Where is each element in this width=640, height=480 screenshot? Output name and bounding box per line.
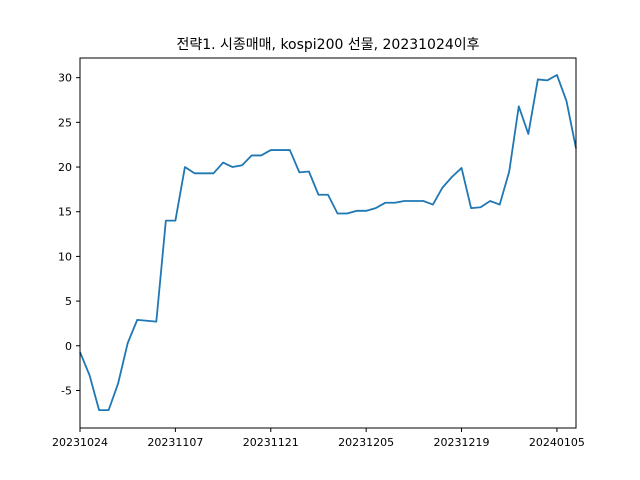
y-tick-label: 0 bbox=[65, 340, 72, 353]
chart-title: 전략1. 시종매매, kospi200 선물, 20231024이후 bbox=[176, 37, 479, 53]
x-tick-label: 20231219 bbox=[434, 436, 490, 449]
y-tick-label: 10 bbox=[58, 250, 72, 263]
y-tick-label: 5 bbox=[65, 295, 72, 308]
y-tick-label: 25 bbox=[58, 116, 72, 129]
series-layer bbox=[79, 74, 577, 412]
x-tick-label: 20231024 bbox=[52, 436, 108, 449]
y-tick-label: 30 bbox=[58, 72, 72, 85]
axes-frame bbox=[79, 57, 577, 429]
y-tick-label: 15 bbox=[58, 206, 72, 219]
y-tick-label: -5 bbox=[61, 384, 72, 397]
x-tick-label: 20231107 bbox=[147, 436, 203, 449]
x-tick-label: 20231121 bbox=[243, 436, 299, 449]
y-tick-label: 20 bbox=[58, 161, 72, 174]
x-tick-label: 20231205 bbox=[338, 436, 394, 449]
x-tick-label: 20240105 bbox=[529, 436, 585, 449]
y-axis: -5 0 5 10 15 20 25 30 bbox=[58, 72, 80, 397]
series-line bbox=[79, 74, 577, 412]
x-axis: 20231024 20231107 20231121 20231205 20231219… bbox=[52, 428, 585, 449]
